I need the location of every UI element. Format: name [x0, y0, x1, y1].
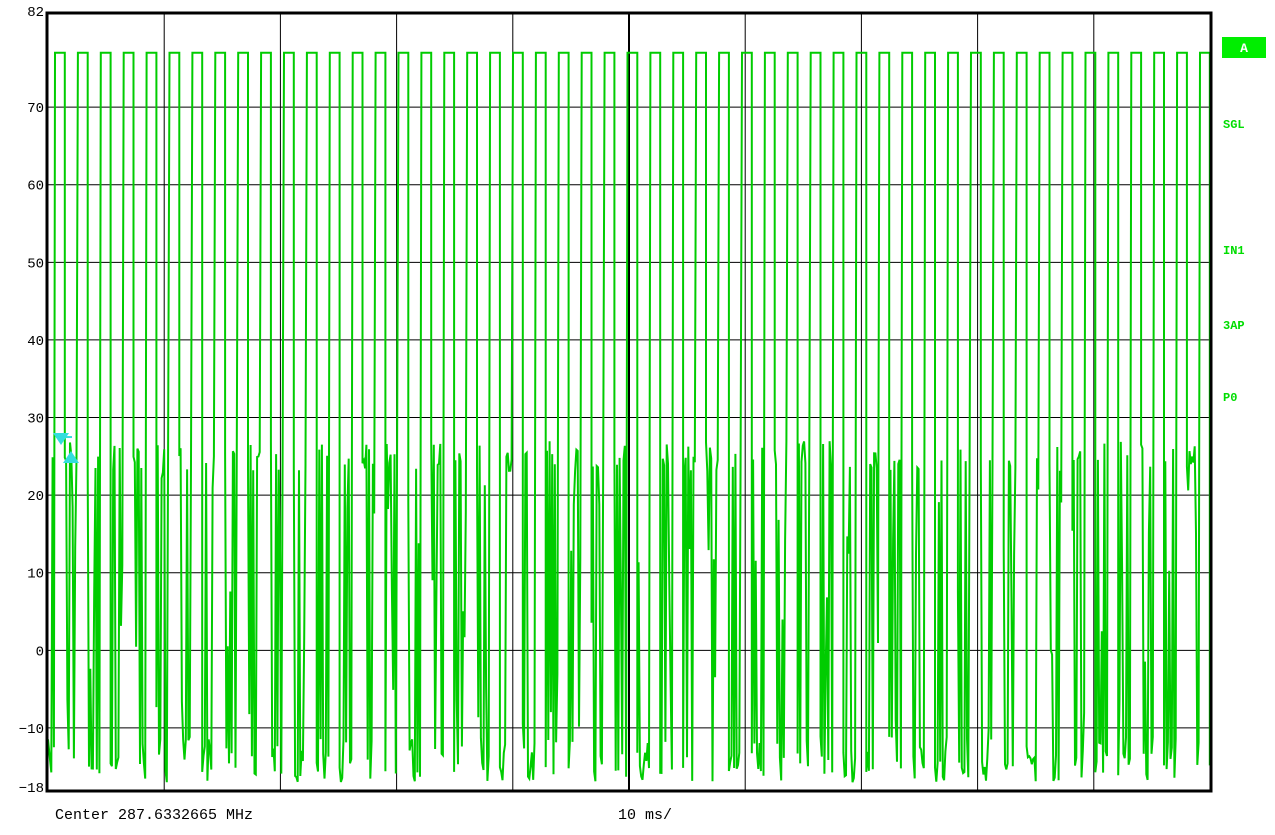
y-tick-label: 20: [27, 489, 44, 505]
y-tick-label: −10: [19, 722, 44, 738]
side-label-3ap: 3AP: [1223, 319, 1245, 333]
y-tick-label: 70: [27, 101, 44, 117]
trace-layer: [47, 51, 1211, 783]
y-tick-label: 10: [27, 567, 44, 583]
y-axis-tick-labels: 82 70 60 50 40 30 20 10 0 −10 −18: [19, 5, 44, 797]
side-label-in1: IN1: [1223, 244, 1245, 258]
plot-frame: [45, 11, 1213, 793]
side-label-p0: P0: [1223, 391, 1237, 405]
signal-trace: [47, 51, 1211, 783]
y-tick-label: −18: [19, 781, 44, 797]
time-per-division-label: 10 ms/: [618, 807, 672, 824]
reference-markers: [53, 433, 79, 464]
y-tick-label: 0: [36, 644, 44, 660]
y-tick-label: 50: [27, 256, 44, 272]
y-tick-label: 40: [27, 334, 44, 350]
y-tick-label: 60: [27, 179, 44, 195]
trace-badge-bg: [1222, 37, 1266, 58]
y-tick-label: 30: [27, 412, 44, 428]
y-tick-label: 82: [27, 5, 44, 21]
side-panel: A SGL IN1 3AP P0: [1222, 37, 1266, 405]
center-frequency-label: Center 287.6332665 MHz: [55, 807, 253, 824]
trigger-marker-up: [63, 451, 79, 464]
trigger-marker-down: [53, 433, 69, 446]
side-label-sgl: SGL: [1223, 118, 1245, 132]
trace-badge-label: A: [1240, 41, 1248, 56]
